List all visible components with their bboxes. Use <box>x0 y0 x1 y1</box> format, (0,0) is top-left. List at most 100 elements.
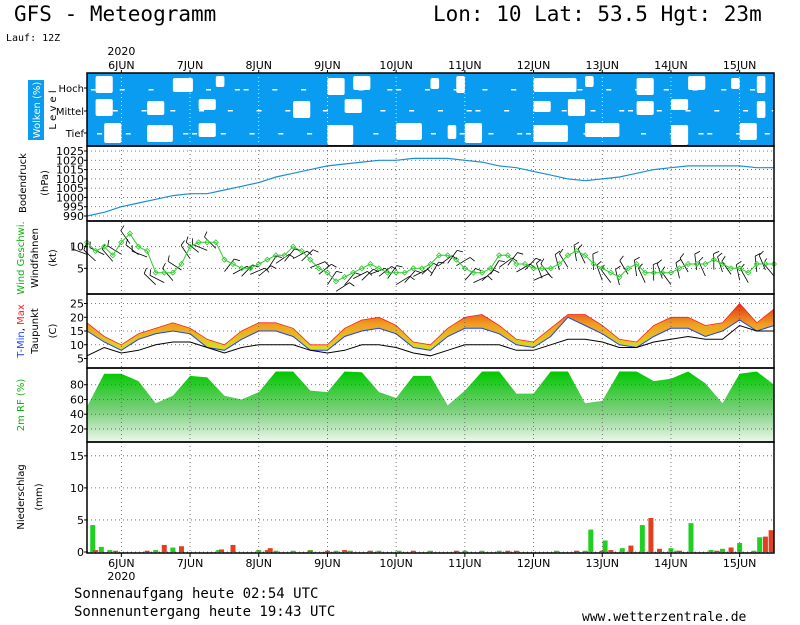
wind-speed-point <box>667 269 675 276</box>
cloud-dash <box>430 133 436 135</box>
cloud-dash <box>402 133 408 135</box>
wind-barb <box>267 256 277 270</box>
wind-barb <box>456 257 471 267</box>
wind-barb <box>554 254 560 271</box>
wind-barb <box>132 250 148 258</box>
precip-bar-red <box>599 550 605 552</box>
wind-speed-point <box>221 256 228 263</box>
wind-barb-feather <box>149 269 152 276</box>
precip-bar-red <box>144 550 150 552</box>
wind-barb-feather <box>694 250 701 255</box>
wind-barb <box>430 261 439 277</box>
wind-barb <box>413 268 428 277</box>
wind-barb-feather <box>143 267 147 274</box>
wind-barb <box>721 260 732 275</box>
precip-bar-green <box>553 550 559 552</box>
wind-barb-feather <box>456 250 463 253</box>
precip-bar-red <box>178 546 184 552</box>
cloud-dash <box>285 110 291 112</box>
wind-speed-point <box>642 269 649 276</box>
y-tick-label: 1010 <box>56 173 84 186</box>
wind-speed-point <box>727 265 735 272</box>
cloud-dash <box>568 89 574 91</box>
y-tick-label: 10 <box>70 339 84 352</box>
wind-speed-point <box>393 269 400 276</box>
wind-barb-feather <box>336 271 343 274</box>
temp-unit-label: (C) <box>48 324 59 339</box>
wind-barb <box>250 267 266 275</box>
cloud-dash <box>707 133 713 135</box>
cloud-dash <box>358 89 364 91</box>
y-tick-label: 15 <box>70 450 84 463</box>
clear-sky-patch-hoch <box>636 78 654 95</box>
wind-barb-feather <box>469 257 475 262</box>
wind-barb-feather <box>409 275 415 281</box>
chart-title: GFS - Meteogramm <box>14 2 217 26</box>
wind-barb-feather <box>487 275 493 281</box>
wind-speed-point <box>161 269 168 276</box>
tmax-line <box>86 302 775 346</box>
wind-barb <box>533 273 549 281</box>
run-label: Lauf: 12Z <box>6 33 61 44</box>
wind-barb-feather <box>125 238 129 245</box>
clear-sky-patch-mittel <box>198 99 216 110</box>
clear-sky-patch-mittel <box>344 99 362 113</box>
cloud-dash <box>344 133 350 135</box>
wind-barb <box>447 250 458 264</box>
clear-sky-patch-mittel <box>533 101 551 112</box>
cloud-dash <box>183 133 189 135</box>
wind-speed-point <box>101 243 108 250</box>
precip-bar-red <box>161 544 167 552</box>
precip-bar-green <box>588 529 594 552</box>
cloud-dash <box>148 89 154 91</box>
wind-speed-point <box>616 273 623 281</box>
wind-barb <box>149 275 165 284</box>
tmin-max-sep: , <box>16 325 27 331</box>
wind-barb <box>224 258 235 272</box>
day-label-bottom: 13JUN <box>585 557 619 570</box>
cloud-dash <box>628 110 634 112</box>
precip-bar-green <box>256 550 262 552</box>
wind-barb <box>83 249 96 262</box>
y-tick-label: 40 <box>70 408 84 421</box>
cloud-dash <box>669 133 675 135</box>
wind-barb-feather <box>427 269 433 274</box>
wind-barb-feather <box>415 270 422 273</box>
wind-barb-feather <box>517 252 524 255</box>
clear-sky-patch-mittel <box>636 101 654 115</box>
day-label-top: 6JUN <box>108 59 135 72</box>
temp-axis-label: T-Min, Max <box>16 304 27 359</box>
y-tick-label: 990 <box>63 210 84 223</box>
cloud-dash <box>387 89 393 91</box>
wind-barb-feather <box>592 251 599 255</box>
cloud-dash <box>373 133 379 135</box>
clear-sky-patch-tief <box>739 123 757 140</box>
cloud-dash <box>278 133 284 135</box>
cloud-dash <box>736 133 742 135</box>
wind-speed-point <box>384 269 391 276</box>
wind-barb-feather <box>713 251 720 255</box>
clear-sky-patch-tief <box>104 123 122 143</box>
day-label-top: 14JUN <box>654 59 688 72</box>
day-label-top: 9JUN <box>314 59 341 72</box>
site-link[interactable]: www.wetterzentrale.de <box>582 610 747 625</box>
cloud-dash <box>656 110 662 112</box>
wind-barb-feather <box>600 264 605 271</box>
cloud-dash <box>227 110 233 112</box>
location-info: Lon: 10 Lat: 53.5 Hgt: 23m <box>433 2 762 26</box>
clear-sky-patch-hoch <box>215 76 225 87</box>
wind-speed-point <box>186 243 194 250</box>
y-tick-label: 1000 <box>56 191 84 204</box>
cloud-level-tief: Tief <box>65 129 85 140</box>
wind-barb-feather <box>367 271 373 276</box>
cloud-dash <box>177 89 183 91</box>
wind-barb-feather <box>162 262 166 269</box>
wind-speed-point <box>436 252 443 259</box>
cloud-dash <box>685 110 691 112</box>
wind-speed-point <box>247 265 254 272</box>
cloud-dash <box>714 110 720 112</box>
wind-barb-feather <box>107 239 110 246</box>
cloud-dash <box>758 89 764 91</box>
cloud-dash <box>641 133 647 135</box>
wind-barb <box>619 260 629 275</box>
